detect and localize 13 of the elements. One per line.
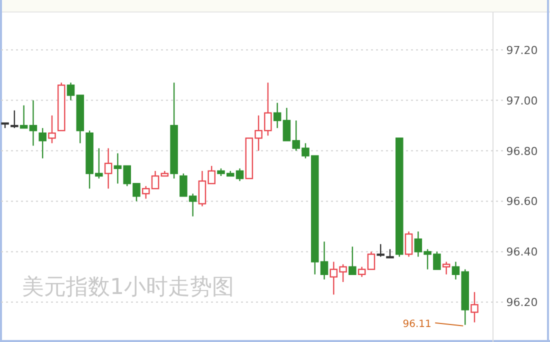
annotation: 96.11 <box>402 318 432 330</box>
y-tick-label: 96.40 <box>506 246 538 259</box>
y-tick-label: 96.80 <box>506 144 538 158</box>
candlestick <box>104 148 112 190</box>
candlestick <box>470 291 478 323</box>
candlestick <box>358 266 366 278</box>
candlestick <box>66 82 75 101</box>
y-tick-label: 97.20 <box>506 44 538 57</box>
y-tick-label: 96.60 <box>506 195 538 208</box>
candlestick <box>29 100 38 146</box>
candlestick <box>273 102 282 129</box>
y-tick-label: 97.00 <box>506 94 538 108</box>
y-tick-label: 96.20 <box>506 296 538 310</box>
